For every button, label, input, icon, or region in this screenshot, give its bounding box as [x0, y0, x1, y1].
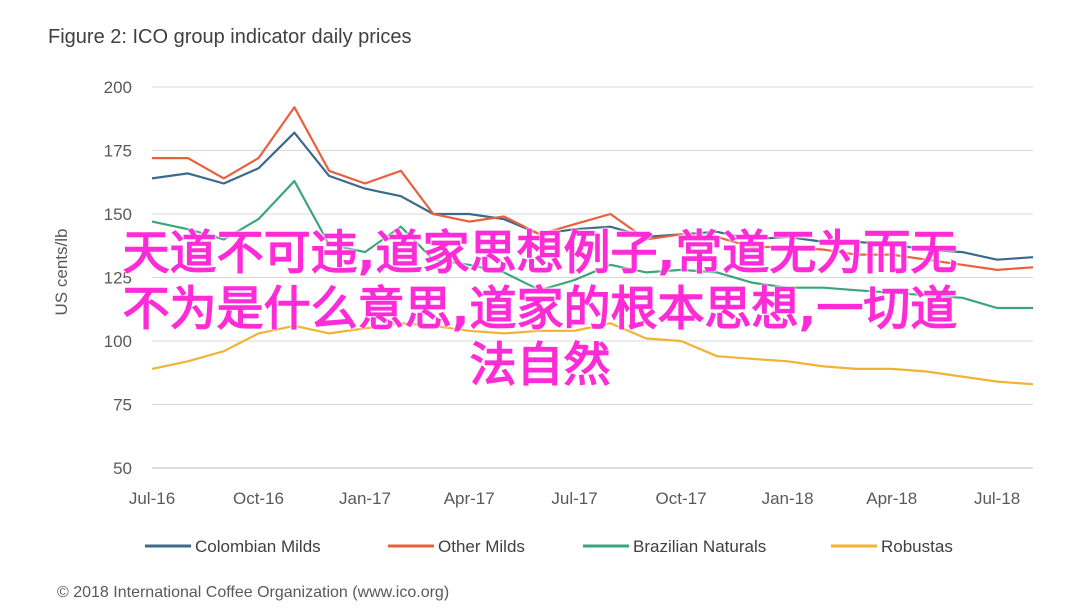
x-tick-label: Oct-16	[233, 489, 284, 508]
y-tick-label: 100	[104, 332, 132, 351]
legend-entry: Other Milds	[388, 537, 525, 556]
y-tick-label: 150	[104, 205, 132, 224]
overlay-text-line-3: 法自然	[469, 338, 611, 393]
y-tick-label: 125	[104, 269, 132, 288]
legend: Colombian Milds Other Milds Brazilian Natu…	[145, 537, 953, 556]
y-axis-label: US cents/lb	[52, 229, 71, 316]
x-tick-label: Apr-18	[866, 489, 917, 508]
y-tick-label: 75	[113, 396, 132, 415]
x-tick-label: Oct-17	[656, 489, 707, 508]
x-tick-label: Jul-17	[551, 489, 597, 508]
series-line-brazilian-naturals	[151, 179, 1033, 310]
x-tick-label: Jul-16	[129, 489, 175, 508]
legend-entry: Brazilian Naturals	[583, 537, 766, 556]
x-tick-label: Jul-18	[974, 489, 1020, 508]
legend-label: Brazilian Naturals	[633, 537, 766, 556]
legend-label: Other Milds	[438, 537, 525, 556]
overlay-text-line-2: 不为是什么意思,道家的根本思想,一切道	[122, 282, 958, 337]
y-tick-label: 50	[113, 459, 132, 478]
y-tick-label: 175	[104, 142, 132, 161]
legend-entry: Robustas	[831, 537, 953, 556]
series-line-other-milds	[152, 106, 1034, 271]
chart-title: Figure 2: ICO group indicator daily pric…	[48, 26, 412, 48]
series-line-robustas	[151, 322, 1034, 386]
gridlines	[152, 86, 1033, 469]
y-tick-label: 200	[104, 78, 132, 97]
series-line-colombian-milds	[151, 131, 1034, 261]
overlay-text-line-1: 天道不可违,道家思想例子,常道无为而无	[122, 226, 958, 281]
source-note: © 2018 International Coffee Organization…	[57, 584, 449, 601]
legend-label: Robustas	[881, 537, 953, 556]
legend-entry: Colombian Milds	[145, 537, 321, 556]
x-tick-label: Apr-17	[444, 489, 495, 508]
series-lines	[151, 106, 1034, 386]
legend-label: Colombian Milds	[195, 537, 321, 556]
x-axis-ticks: Jul-16 Oct-16 Jan-17 Apr-17 Jul-17 Oct-17 Jan-…	[129, 489, 1020, 508]
x-tick-label: Jan-17	[339, 489, 391, 508]
y-axis-ticks: 50 75 100 125 150 175 200	[104, 78, 132, 478]
x-tick-label: Jan-18	[762, 489, 814, 508]
